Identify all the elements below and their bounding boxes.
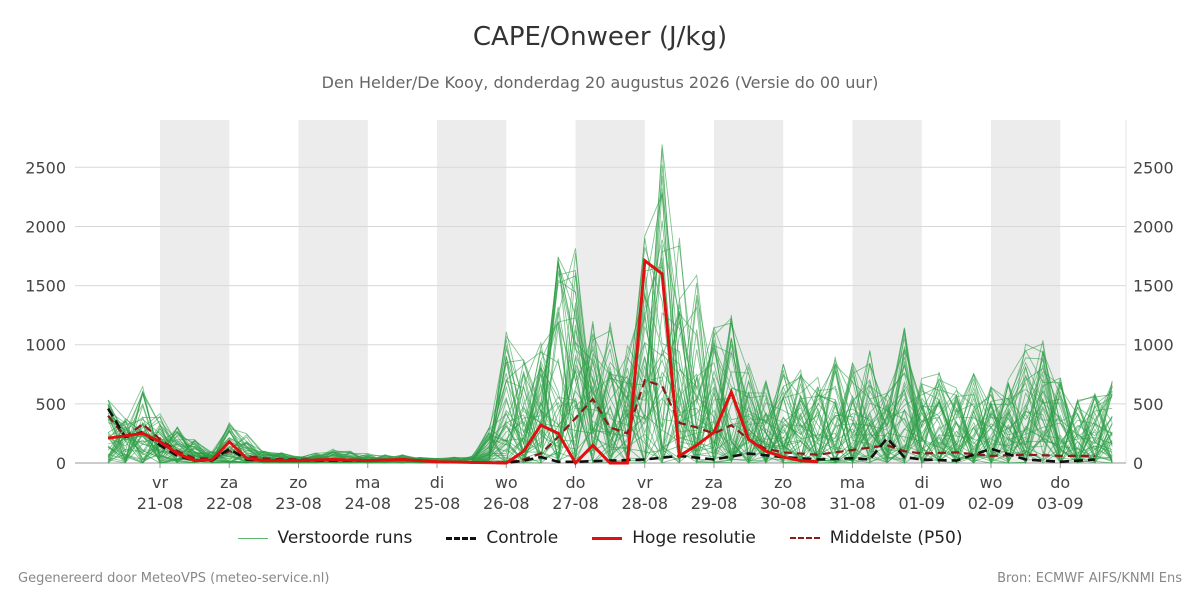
x-tick-date: 21-08 xyxy=(137,494,184,513)
perturbed-run-line xyxy=(107,282,1113,464)
x-tick-weekday: wo xyxy=(495,473,518,492)
x-tick-weekday: ma xyxy=(355,473,380,492)
weekend-band xyxy=(298,120,368,463)
y-tick-label-left: 1500 xyxy=(25,277,66,296)
legend-swatch-perturbed xyxy=(237,537,268,539)
y-tick-label-right: 500 xyxy=(1133,395,1164,414)
y-tick-label-left: 2500 xyxy=(25,158,66,177)
x-tick-weekday: vr xyxy=(152,473,168,492)
x-tick-date: 22-08 xyxy=(206,494,253,513)
legend-item-control[interactable]: Controle xyxy=(446,528,558,548)
weekend-bands xyxy=(160,120,1061,463)
x-axis: vr 21-08 za 22-08 zo 23-08 ma 24-08 di 25-08 wo 26-… xyxy=(137,463,1084,513)
x-tick-weekday: vr xyxy=(637,473,653,492)
y-tick-label-left: 0 xyxy=(56,454,66,473)
x-tick-weekday: do xyxy=(1050,473,1070,492)
legend-label-control: Controle xyxy=(486,528,559,548)
legend-item-median[interactable]: Middelste (P50) xyxy=(789,528,963,548)
y-axis-left: 0 500 1000 1500 2000 2500 xyxy=(25,158,66,473)
x-tick-weekday: zo xyxy=(774,473,792,492)
x-tick-date: 27-08 xyxy=(552,494,599,513)
legend-label-hires: Hoge resolutie xyxy=(632,528,756,548)
x-tick-date: 24-08 xyxy=(345,494,392,513)
perturbed-run-line xyxy=(107,322,1113,465)
perturbed-run-line xyxy=(107,194,1113,465)
legend-item-perturbed[interactable]: Verstoorde runs xyxy=(237,528,413,548)
median-line xyxy=(107,378,1095,464)
weekend-band xyxy=(437,120,507,463)
hires-line xyxy=(107,257,819,466)
perturbed-run-line xyxy=(107,313,1113,464)
x-tick-date: 31-08 xyxy=(829,494,876,513)
x-tick-weekday: zo xyxy=(289,473,307,492)
y-tick-label-right: 2500 xyxy=(1133,158,1174,177)
y-tick-label-right: 1500 xyxy=(1133,277,1174,296)
x-tick-date: 23-08 xyxy=(275,494,322,513)
x-tick-date: 29-08 xyxy=(691,494,738,513)
perturbed-run-line xyxy=(107,257,1113,464)
x-tick-weekday: za xyxy=(220,473,238,492)
x-tick-weekday: di xyxy=(430,473,445,492)
x-tick-weekday: di xyxy=(914,473,929,492)
y-tick-label-left: 1000 xyxy=(25,336,66,355)
x-tick-date: 03-09 xyxy=(1037,494,1084,513)
legend-label-median: Middelste (P50) xyxy=(829,528,963,548)
legend-label-perturbed: Verstoorde runs xyxy=(277,528,413,548)
y-tick-label-right: 0 xyxy=(1133,454,1143,473)
legend-swatch-hires xyxy=(592,536,623,540)
chart-legend: Verstoorde runs Controle Hoge resolutie … xyxy=(0,528,1200,548)
x-tick-weekday: ma xyxy=(840,473,865,492)
x-tick-date: 25-08 xyxy=(414,494,461,513)
weekend-band xyxy=(160,120,230,463)
x-tick-weekday: wo xyxy=(980,473,1003,492)
y-tick-label-right: 1000 xyxy=(1133,336,1174,355)
chart-title: CAPE/Onweer (J/kg) xyxy=(472,22,728,52)
chart-subtitle: Den Helder/De Kooy, donderdag 20 augustu… xyxy=(321,73,879,92)
perturbed-run-line xyxy=(107,320,1113,465)
y-tick-label-right: 2000 xyxy=(1133,217,1174,236)
footer-source: Bron: ECMWF AIFS/KNMI Ens xyxy=(997,571,1182,586)
x-tick-date: 30-08 xyxy=(760,494,807,513)
x-tick-weekday: za xyxy=(705,473,723,492)
x-tick-date: 26-08 xyxy=(483,494,530,513)
x-tick-date: 28-08 xyxy=(622,494,669,513)
legend-swatch-control xyxy=(446,536,477,540)
legend-swatch-median xyxy=(789,537,820,539)
footer-generated-by: Gegenereerd door MeteoVPS (meteo-service… xyxy=(18,571,330,586)
perturbed-series xyxy=(107,144,1113,465)
x-tick-date: 01-09 xyxy=(899,494,946,513)
y-axis-right: 0 500 1000 1500 2000 2500 xyxy=(1133,158,1174,473)
x-tick-date: 02-09 xyxy=(968,494,1015,513)
x-tick-weekday: do xyxy=(566,473,586,492)
y-tick-label-left: 2000 xyxy=(25,217,66,236)
legend-item-hires[interactable]: Hoge resolutie xyxy=(592,528,756,548)
y-tick-label-left: 500 xyxy=(35,395,66,414)
main-series xyxy=(106,257,1095,466)
